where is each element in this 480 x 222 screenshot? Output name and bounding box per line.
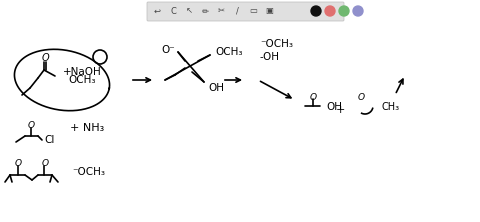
Text: O: O xyxy=(41,53,49,63)
Text: CH₃: CH₃ xyxy=(382,102,400,112)
Circle shape xyxy=(311,6,321,16)
Text: O: O xyxy=(15,159,22,168)
Text: OH: OH xyxy=(326,102,342,112)
Text: O⁻: O⁻ xyxy=(161,45,175,55)
Text: OCH₃: OCH₃ xyxy=(215,47,242,57)
Text: +: + xyxy=(336,105,345,115)
Text: O: O xyxy=(28,121,35,129)
Text: +NaOH: +NaOH xyxy=(62,67,101,77)
Text: OCH₃: OCH₃ xyxy=(68,75,96,85)
Text: ↖: ↖ xyxy=(185,6,192,16)
Text: OH: OH xyxy=(208,83,224,93)
Text: Cl: Cl xyxy=(44,135,54,145)
Circle shape xyxy=(339,6,349,16)
Text: ✏: ✏ xyxy=(202,6,208,16)
Text: ✂: ✂ xyxy=(217,6,225,16)
Text: /: / xyxy=(236,6,239,16)
Text: O: O xyxy=(310,93,317,101)
Text: ▣: ▣ xyxy=(265,6,273,16)
Text: C: C xyxy=(170,6,176,16)
Text: ↩: ↩ xyxy=(154,6,160,16)
Text: O: O xyxy=(42,159,49,168)
Text: -OH: -OH xyxy=(260,52,280,62)
Circle shape xyxy=(353,6,363,16)
Text: + NH₃: + NH₃ xyxy=(70,123,104,133)
Text: O: O xyxy=(358,93,365,101)
Text: ⁻OCH₃: ⁻OCH₃ xyxy=(72,167,105,177)
FancyBboxPatch shape xyxy=(147,2,344,21)
Text: ▭: ▭ xyxy=(249,6,257,16)
Text: ⁻OCH₃: ⁻OCH₃ xyxy=(260,39,293,49)
Circle shape xyxy=(325,6,335,16)
